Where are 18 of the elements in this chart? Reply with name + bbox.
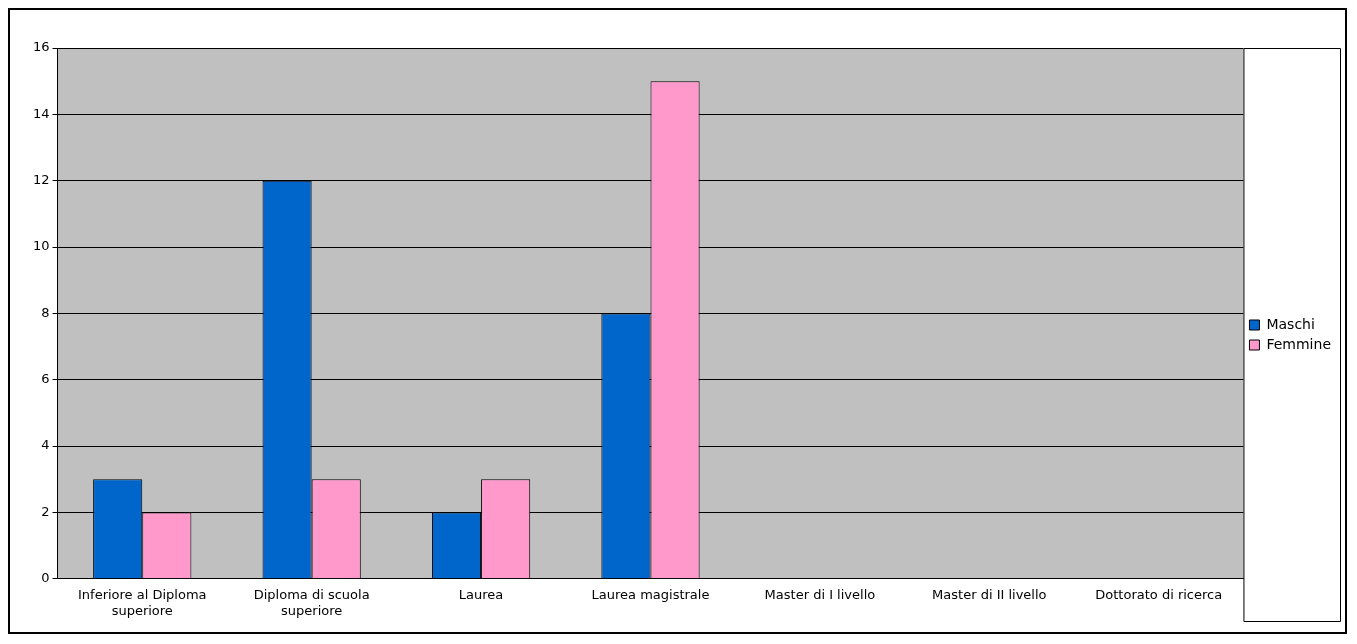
y-tick-label: 0 [41,570,50,586]
x-tick-label: Dottorato di ricerca [1095,586,1223,602]
y-tick-label: 10 [33,238,50,254]
y-tick-label: 2 [41,503,50,519]
y-tick-label: 12 [33,172,50,188]
x-tick-label: Master di II livello [932,586,1047,602]
y-tick-label: 4 [41,437,50,453]
x-tick-label: Laurea magistrale [591,586,710,602]
x-tick-label: Laurea [458,586,504,602]
y-tick-label: 6 [41,371,50,387]
x-tick-label: Diploma di scuola superiore [253,586,370,618]
x-tick-label: Master di I livello [764,586,876,602]
x-tick-label: Inferiore al Diploma superiore [77,586,207,618]
legend-label: Maschi [1266,315,1315,332]
legend-label: Femmine [1266,335,1332,352]
y-tick-label: 14 [33,105,50,121]
y-tick-label: 16 [33,39,50,55]
y-tick-label: 8 [41,304,50,320]
